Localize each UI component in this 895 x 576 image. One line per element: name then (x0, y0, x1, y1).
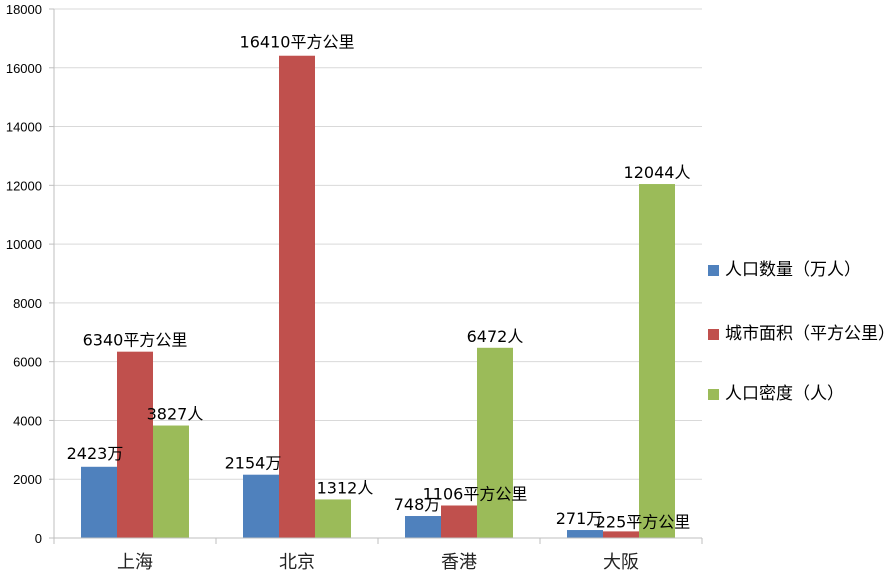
data-label: 1312人 (317, 478, 374, 497)
data-label: 6340平方公里 (83, 331, 188, 350)
y-tick-label: 14000 (6, 120, 42, 135)
data-label: 225平方公里 (596, 512, 691, 531)
y-tick-label: 10000 (6, 237, 42, 252)
bar (477, 347, 513, 538)
legend-item-population: 人口数量（万人） (708, 258, 893, 282)
bar (279, 55, 315, 538)
bars (81, 55, 675, 538)
data-label: 748万 (394, 495, 441, 514)
legend-label: 人口密度（人） (725, 384, 844, 404)
bar (441, 505, 477, 538)
legend-swatch-icon (708, 329, 719, 340)
x-category-label: 上海 (117, 552, 153, 573)
legend-swatch-icon (708, 265, 719, 276)
bar (567, 530, 603, 538)
data-label: 271万 (556, 509, 603, 528)
data-label: 2423万 (67, 444, 124, 463)
y-tick-label: 6000 (13, 355, 42, 370)
bar (603, 531, 639, 538)
data-label: 1106平方公里 (423, 484, 528, 503)
x-axis: 上海 北京 香港 大阪 (53, 537, 703, 573)
bar (81, 466, 117, 538)
legend-label: 人口数量（万人） (725, 260, 861, 280)
bar (153, 425, 189, 538)
y-tick-label: 0 (35, 531, 42, 546)
bar (243, 474, 279, 538)
y-axis: 0 2000 4000 6000 8000 10000 12000 14000 16000 180… (6, 2, 55, 546)
y-tick-label: 2000 (13, 472, 42, 487)
data-label: 12044人 (624, 163, 691, 182)
legend-swatch-icon (708, 389, 719, 400)
bar (315, 499, 351, 538)
gridlines (54, 8, 702, 480)
y-tick-label: 18000 (6, 2, 42, 17)
data-label: 2154万 (225, 454, 282, 473)
legend-item-area: 城市面积（平方公里） (708, 322, 895, 346)
x-category-label: 香港 (441, 552, 477, 573)
legend-label: 城市面积（平方公里） (725, 324, 895, 344)
data-label: 3827人 (147, 405, 204, 424)
data-labels: 2423万 6340平方公里 3827人 2154万 16410平方公里 1312人 748… (67, 33, 691, 532)
y-tick-label: 16000 (6, 61, 42, 76)
x-category-label: 大阪 (603, 552, 639, 573)
y-tick-label: 4000 (13, 413, 42, 428)
data-label: 16410平方公里 (240, 33, 355, 52)
bar (117, 351, 153, 538)
data-label: 6472人 (467, 327, 524, 346)
y-tick-label: 12000 (6, 178, 42, 193)
x-category-label: 北京 (279, 552, 315, 573)
legend-item-density: 人口密度（人） (708, 382, 893, 406)
bar (405, 516, 441, 538)
bar (639, 184, 675, 538)
y-tick-label: 8000 (13, 296, 42, 311)
